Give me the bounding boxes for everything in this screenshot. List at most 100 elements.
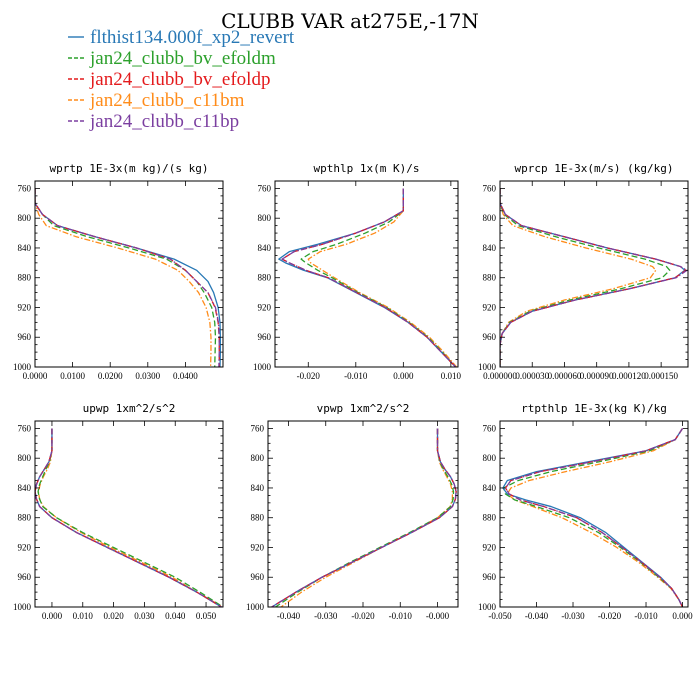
plot-frame: [34, 180, 224, 368]
x-tick-label: -0.050: [488, 611, 512, 621]
x-tick-label: 0.000060: [548, 371, 582, 381]
x-tick-label: -0.020: [351, 611, 375, 621]
series-line: [500, 188, 687, 367]
x-tick-label: 0.050: [196, 611, 217, 621]
y-tick-label: 880: [483, 273, 497, 283]
y-tick-label: 760: [483, 423, 497, 433]
series-line: [500, 188, 686, 367]
y-tick-label: 800: [251, 453, 265, 463]
x-tick-label: -0.040: [277, 611, 301, 621]
y-tick-label: 920: [483, 302, 497, 312]
series-line: [271, 428, 457, 607]
series-line: [500, 188, 657, 367]
panel-title: upwp 1xm^2/s^2: [83, 402, 176, 415]
x-tick-label: -0.020: [598, 611, 622, 621]
y-tick-label: 1000: [478, 362, 497, 372]
y-tick-label: 920: [483, 542, 497, 552]
y-tick-label: 960: [258, 332, 272, 342]
y-tick-label: 1000: [253, 362, 272, 372]
y-tick-label: 880: [18, 513, 32, 523]
panel-title: wprtp 1E-3x(m kg)/(s kg): [50, 162, 209, 175]
series-line: [35, 428, 222, 607]
series-line: [500, 188, 671, 367]
y-tick-label: 840: [18, 243, 32, 253]
x-tick-label: 0.020: [103, 611, 124, 621]
series-line: [504, 428, 684, 607]
series-line: [35, 428, 222, 607]
y-tick-label: 960: [18, 572, 32, 582]
series-line: [500, 188, 688, 367]
y-tick-label: 880: [251, 513, 265, 523]
y-tick-label: 960: [251, 572, 265, 582]
panel: upwp 1xm^2/s^2 760 800 840 880 920 960 1000 0.00…: [13, 402, 224, 621]
series-line: [506, 428, 684, 607]
panel-title: rtpthlp 1E-3x(kg K)/kg: [521, 402, 667, 415]
x-tick-label: -0.020: [297, 371, 321, 381]
x-tick-label: 0.0100: [60, 371, 85, 381]
x-tick-label: 0.0400: [173, 371, 198, 381]
y-tick-label: 760: [251, 423, 265, 433]
legend-entry-label: flthist134.000f_xp2_revert: [90, 27, 295, 48]
y-tick-label: 920: [258, 302, 272, 312]
series-line: [37, 428, 223, 607]
y-tick-label: 800: [18, 453, 32, 463]
y-tick-label: 960: [483, 332, 497, 342]
x-tick-label: -0.010: [634, 611, 658, 621]
y-tick-label: 920: [251, 542, 265, 552]
x-tick-label: 0.010: [441, 371, 462, 381]
y-tick-label: 800: [18, 213, 32, 223]
y-tick-label: 800: [483, 453, 497, 463]
panel: wprcp 1E-3x(m/s) (kg/kg) 760 800 840 880 920 9…: [478, 162, 689, 381]
x-tick-label: 0.000120: [612, 371, 646, 381]
y-tick-label: 920: [18, 542, 32, 552]
x-tick-label: 0.000000: [483, 371, 517, 381]
series-line: [502, 428, 684, 607]
plot-frame: [499, 180, 689, 368]
y-tick-label: 960: [483, 572, 497, 582]
series-line: [35, 188, 212, 367]
y-tick-label: 1000: [13, 362, 32, 372]
panel-title: wpthlp 1x(m K)/s: [314, 162, 420, 175]
y-tick-label: 880: [258, 273, 272, 283]
x-tick-label: 0.000090: [580, 371, 614, 381]
series-line: [275, 428, 455, 607]
x-tick-label: -0.030: [314, 611, 338, 621]
x-tick-label: 0.040: [165, 611, 186, 621]
x-tick-label: 0.0200: [98, 371, 123, 381]
y-tick-label: 840: [483, 483, 497, 493]
series-line: [35, 428, 222, 607]
series-line: [307, 188, 458, 367]
plot-frame: [499, 420, 689, 608]
legend-entry-label: jan24_clubb_bv_efoldp: [89, 69, 270, 90]
y-tick-label: 760: [18, 423, 32, 433]
panel: rtpthlp 1E-3x(kg K)/kg 760 800 840 880 920 960…: [478, 402, 693, 621]
series-line: [271, 428, 457, 607]
series-line: [502, 428, 684, 607]
series-line: [281, 188, 457, 367]
series-line: [35, 188, 220, 367]
y-tick-label: 800: [483, 213, 497, 223]
panels: wprtp 1E-3x(m kg)/(s kg) 760 800 840 880 920 9…: [13, 162, 693, 621]
panel-title: vpwp 1xm^2/s^2: [317, 402, 410, 415]
series-line: [37, 428, 223, 607]
series-line: [504, 428, 684, 607]
y-tick-label: 760: [483, 183, 497, 193]
x-tick-label: 0.000: [393, 371, 414, 381]
panel: wprtp 1E-3x(m kg)/(s kg) 760 800 840 880 920 9…: [13, 162, 224, 381]
y-tick-label: 880: [483, 513, 497, 523]
x-tick-label: 0.000150: [644, 371, 678, 381]
y-tick-label: 880: [18, 273, 32, 283]
x-tick-label: 0.030: [134, 611, 155, 621]
y-tick-label: 840: [251, 483, 265, 493]
legend-entry-label: jan24_clubb_c11bm: [89, 90, 245, 111]
y-tick-label: 1000: [478, 602, 497, 612]
plot-frame: [274, 180, 459, 368]
x-tick-label: -0.040: [525, 611, 549, 621]
x-tick-label: -0.000: [426, 611, 450, 621]
x-tick-label: -0.010: [389, 611, 413, 621]
y-tick-label: 1000: [13, 602, 32, 612]
y-tick-label: 760: [258, 183, 272, 193]
panel: vpwp 1xm^2/s^2 760 800 840 880 920 960 1000 -0.0…: [246, 402, 459, 621]
